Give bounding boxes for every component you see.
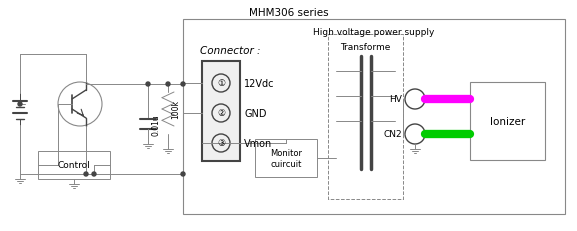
Text: Ionizer: Ionizer — [490, 116, 525, 126]
Bar — [255, 139, 317, 177]
Text: Control: Control — [58, 161, 91, 170]
Circle shape — [181, 172, 185, 176]
Circle shape — [166, 83, 170, 87]
Text: Monitor
cuircuit: Monitor cuircuit — [270, 149, 302, 168]
Text: GND: GND — [244, 109, 267, 119]
Bar — [202, 62, 240, 161]
Text: Connector :: Connector : — [200, 46, 260, 56]
Circle shape — [181, 83, 185, 87]
Text: Transforme: Transforme — [340, 43, 391, 52]
Bar — [328, 35, 403, 199]
Text: CN2: CN2 — [383, 130, 402, 139]
Text: High voltage power supply: High voltage power supply — [313, 28, 434, 37]
Bar — [183, 20, 565, 214]
Text: MHM306 series: MHM306 series — [249, 8, 328, 18]
Text: ②: ② — [217, 109, 225, 118]
Text: HV: HV — [389, 95, 402, 104]
Circle shape — [146, 83, 150, 87]
Circle shape — [92, 172, 96, 176]
Text: ③: ③ — [217, 139, 225, 148]
Text: 100k: 100k — [171, 100, 180, 119]
Bar — [38, 151, 110, 179]
Text: ①: ① — [217, 79, 225, 88]
Circle shape — [84, 172, 88, 176]
Bar — [470, 83, 545, 160]
Text: Vmon: Vmon — [244, 138, 272, 148]
Text: 0.01u: 0.01u — [151, 114, 160, 135]
Text: 12Vdc: 12Vdc — [244, 79, 275, 89]
Circle shape — [18, 103, 22, 106]
